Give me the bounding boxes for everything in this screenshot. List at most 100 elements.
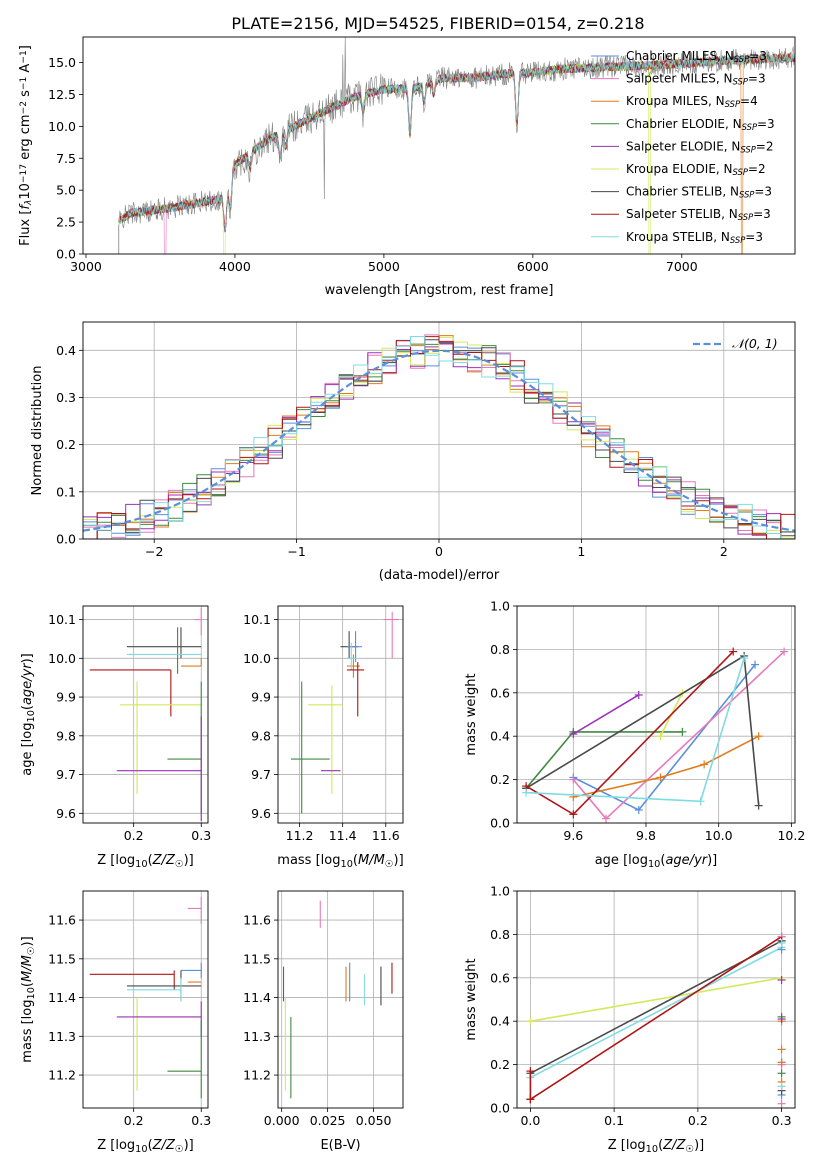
x-tick-label: 0.3 (191, 828, 211, 843)
y-tick-label: 0.3 (56, 390, 76, 405)
weight-line-salpeter-stelib (529, 935, 783, 1100)
y-tick-label: 1.0 (490, 884, 510, 899)
legend-entry: Salpeter ELODIE, NSSP=2 (626, 139, 774, 154)
axes-mass-weight-vs-age: 9.6 9.8 10.0 10.2 0.0 0.2 0.4 0.6 0.8 1.0 (490, 599, 805, 844)
y-tick-label: 7.5 (56, 151, 76, 166)
axes-age-vs-Z: 0.2 0.3 9.6 9.7 9.8 9.9 10.0 10.1 (48, 606, 211, 843)
y-tick-label: 0.1 (56, 484, 76, 499)
mass-weight-vs-age-plot-area (522, 647, 789, 823)
spectrum-axes-frame (82, 36, 796, 255)
x-tick-label: 2 (720, 544, 728, 559)
age-vs-mass-axes-frame (277, 605, 404, 824)
x-tick-label: 0.3 (191, 1113, 211, 1128)
y-tick-label: 0.0 (56, 247, 76, 262)
mass-vs-Z-axes-frame (82, 890, 209, 1109)
mass-vs-EBV-plot-area (282, 900, 393, 1099)
weight-line-kroupa-stelib (530, 946, 782, 1079)
y-tick-label: 11.4 (243, 990, 271, 1005)
x-tick-label: 9.8 (636, 828, 656, 843)
age-vs-Z-xlabel: Z [log10(Z/Z☉)] (97, 853, 194, 870)
x-tick-label: 0.2 (124, 1113, 144, 1128)
x-tick-label: 0.000 (264, 1113, 300, 1128)
weight-line-salpeter-elodie (572, 694, 640, 735)
mass-weight-vs-Z-plot-area (526, 932, 786, 1108)
age-vs-mass-plot-area (290, 611, 399, 814)
age-vs-Z-axes-frame (82, 605, 209, 824)
y-tick-label: 0.2 (56, 437, 76, 452)
y-tick-label: 0.0 (490, 1101, 510, 1116)
y-tick-label: 9.8 (56, 728, 76, 743)
mass-weight-vs-age-xlabel: age [log10(age/yr)] (595, 853, 718, 870)
axes-age-vs-mass: 11.2 11.4 11.6 9.6 9.7 9.8 9.9 10.0 10.1 (243, 606, 403, 843)
axes-mass-vs-EBV: 0.000 0.025 0.050 11.2 11.3 11.4 11.5 11.6 (243, 891, 403, 1128)
y-tick-label: 9.8 (251, 728, 271, 743)
y-tick-label: 11.6 (243, 913, 271, 928)
y-tick-label: 11.6 (48, 913, 76, 928)
age-vs-Z-plot-area (89, 607, 202, 822)
x-tick-label: −2 (145, 544, 163, 559)
y-tick-label: 10.0 (48, 119, 76, 134)
spectrum-plot-area (118, 37, 795, 254)
x-tick-label: 0.2 (124, 828, 144, 843)
mass-vs-Z-plot-area (89, 896, 202, 1099)
legend-entry: Kroupa STELIB, NSSP=3 (626, 230, 763, 245)
y-tick-label: 0.4 (490, 729, 510, 744)
y-tick-label: 11.4 (48, 990, 76, 1005)
spectrum-legend: Chabrier MILES, NSSP=3 Salpeter MILES, NS… (591, 49, 775, 245)
axes-spectrum: 3000 4000 5000 6000 7000 0.0 2.5 5.0 7.5 10.0 12.5… (48, 55, 698, 274)
y-tick-label: 9.7 (251, 767, 271, 782)
spectrum-model-kroupa-stelib (118, 53, 795, 231)
y-tick-label: 10.0 (48, 651, 76, 666)
histogram-plot-area (83, 334, 795, 539)
y-tick-label: 0.2 (490, 772, 510, 787)
y-tick-label: 0.8 (490, 642, 510, 657)
y-tick-label: 9.7 (56, 767, 76, 782)
x-tick-label: 11.2 (286, 828, 314, 843)
mass-vs-Z-ylabel: mass [log10(M/M☉)] (20, 936, 37, 1062)
gaussian-curve (83, 349, 795, 532)
legend-entry: Chabrier MILES, NSSP=3 (626, 49, 767, 64)
y-tick-label: 0.2 (490, 1057, 510, 1072)
y-tick-label: 0.8 (490, 927, 510, 942)
histogram-xlabel: (data-model)/error (379, 568, 500, 583)
y-tick-label: 10.1 (48, 612, 76, 627)
x-tick-label: 1 (577, 544, 585, 559)
y-tick-label: 11.5 (48, 951, 76, 966)
y-tick-label: 2.5 (56, 215, 76, 230)
y-tick-label: 0.6 (490, 970, 510, 985)
y-tick-label: 11.2 (243, 1068, 271, 1083)
mass-vs-EBV-xlabel: E(B-V) (320, 1138, 360, 1153)
y-tick-label: 11.3 (48, 1029, 76, 1044)
axes-mass-vs-Z: 0.2 0.3 11.2 11.3 11.4 11.5 11.6 (48, 891, 211, 1128)
weight-line-salpeter-stelib (525, 651, 734, 816)
x-tick-label: 11.6 (372, 828, 400, 843)
legend-entry: Chabrier ELODIE, NSSP=3 (626, 117, 775, 132)
y-tick-label: 1.0 (490, 599, 510, 614)
x-tick-label: 0.025 (310, 1113, 346, 1128)
y-tick-label: 12.5 (48, 87, 76, 102)
x-tick-label: 7000 (666, 259, 698, 274)
y-tick-label: 9.6 (251, 806, 271, 821)
x-tick-label: 6000 (517, 259, 549, 274)
y-tick-label: 9.9 (56, 690, 76, 705)
weight-line-kroupa-elodie (530, 977, 782, 1022)
y-tick-label: 11.3 (243, 1029, 271, 1044)
y-tick-label: 11.2 (48, 1068, 76, 1083)
y-tick-label: 0.6 (490, 685, 510, 700)
legend-entry: Salpeter STELIB, NSSP=3 (626, 207, 771, 222)
x-tick-label: 0.2 (688, 1113, 708, 1128)
histogram-kroupa-elodie (83, 336, 795, 539)
x-tick-label: 9.6 (563, 828, 583, 843)
y-tick-label: 0.4 (490, 1014, 510, 1029)
weight-line-chabrier-stelib (525, 654, 760, 806)
age-vs-Z-ylabel: age [log10(age/yr)] (20, 653, 37, 776)
legend-entry: Kroupa ELODIE, NSSP=2 (626, 162, 766, 177)
x-tick-label: 0.1 (604, 1113, 624, 1128)
x-tick-label: 3000 (70, 259, 102, 274)
x-tick-label: 0.3 (772, 1113, 792, 1128)
x-tick-label: −1 (287, 544, 305, 559)
axes-residual-histogram: −2 −1 0 1 2 0.0 0.1 0.2 0.3 0.4 (56, 322, 795, 559)
histogram-ylabel: Normed distribution (30, 366, 45, 496)
legend-entry: 𝒩(0, 1) (732, 336, 778, 351)
x-tick-label: 0 (435, 544, 443, 559)
